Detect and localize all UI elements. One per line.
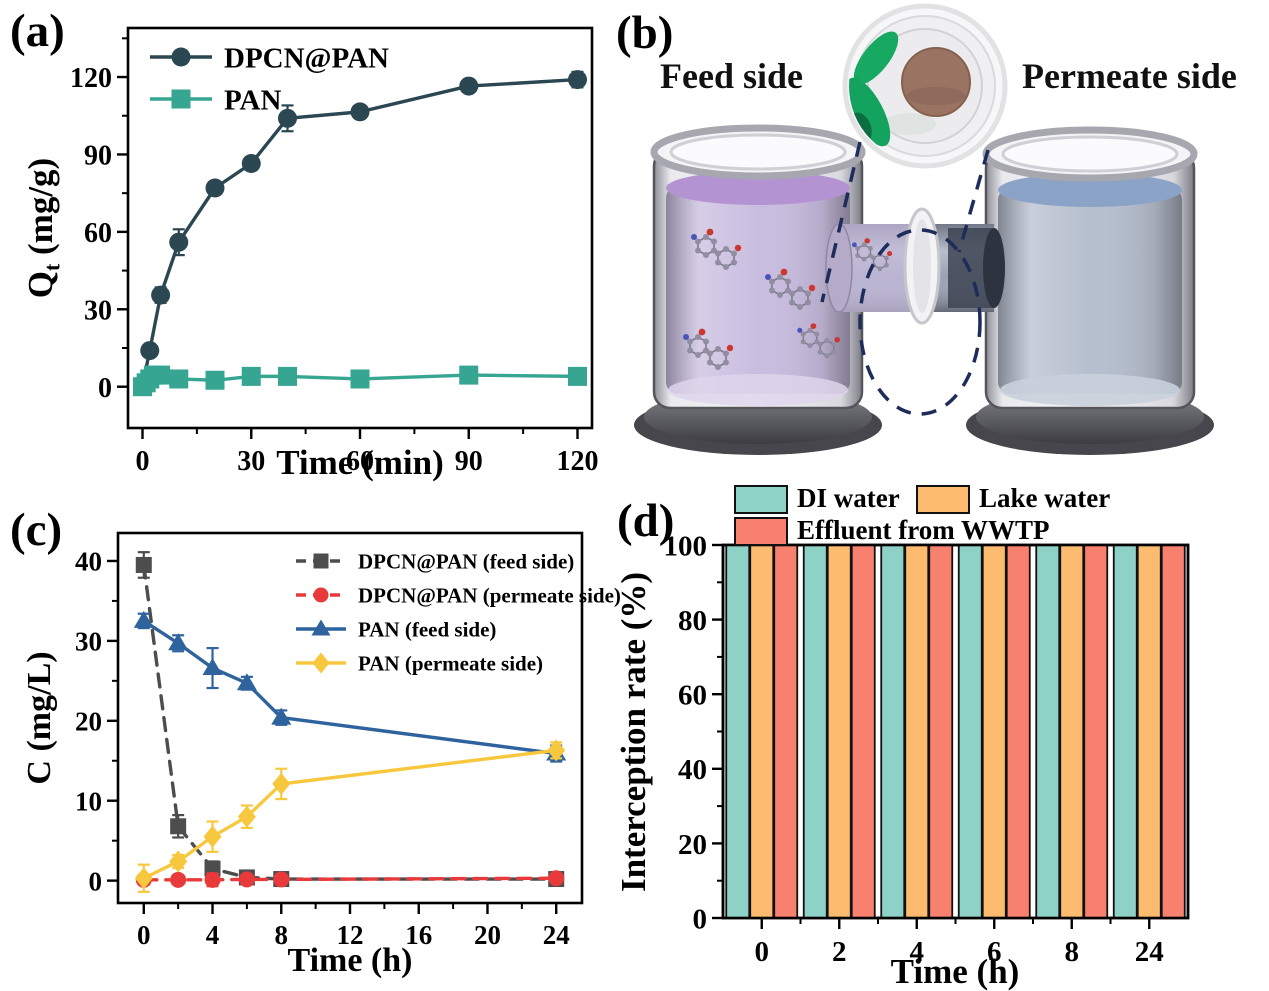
y-tick-label: 60 [84, 218, 112, 249]
y-tick-label: 40 [75, 547, 102, 577]
panel-d: (d) 0 20 40 60 80 100 0 2 4 6 8 24 Time (h) Intercept… [614, 480, 1269, 991]
y-tick-label: 0 [89, 866, 103, 896]
y-tick-label: 120 [70, 63, 112, 94]
legend-label: PAN (permeate side) [358, 652, 543, 676]
x-tick-label: 0 [755, 936, 770, 968]
y-tick-label: 20 [75, 707, 102, 737]
panel-label-d: (d) [617, 495, 675, 547]
legend: DPCN@PAN (feed side) DPCN@PAN (permeate s… [296, 550, 621, 676]
y-tick-label: 60 [678, 680, 707, 712]
x-axis-label: Time (h) [891, 952, 1020, 991]
y-tick-label: 20 [678, 829, 707, 861]
bar-di-water-t6 [957, 544, 983, 919]
bar-lake-water-t6 [981, 544, 1007, 919]
y-axis-label: Interception rate (%) [614, 572, 653, 892]
y-tick-label: 90 [84, 141, 112, 172]
x-tick-label: 6 [987, 936, 1002, 968]
y-tick-label: 40 [678, 754, 707, 786]
bar-effluent-from-wwtp-t0 [773, 544, 799, 919]
x-tick-label: 0 [136, 446, 150, 477]
x-tick-label: 4 [206, 920, 220, 950]
y-tick-label: 80 [678, 605, 707, 637]
bar-effluent-from-wwtp-t4 [928, 544, 954, 919]
x-tick-label: 12 [337, 920, 364, 950]
bar-lake-water-t24 [1136, 544, 1162, 919]
bar-di-water-t4 [880, 544, 906, 919]
x-tick-label: 4 [910, 936, 925, 968]
bar-di-water-t24 [1112, 544, 1138, 919]
permeate-side-label: Permeate side [1022, 56, 1237, 96]
panel-c: (c) 0 10 20 30 40 0 4 8 12 16 20 24 Time (h) C (mg/L)… [0, 495, 632, 991]
x-tick-label: 120 [557, 446, 599, 477]
x-tick-label: 8 [275, 920, 289, 950]
legend-label: DPCN@PAN (feed side) [358, 550, 574, 574]
legend-label: DPCN@PAN [224, 42, 389, 74]
y-tick-label: 10 [75, 786, 102, 816]
feed-beaker [634, 124, 882, 455]
series-dpcn-pan [133, 70, 587, 395]
panel-b: (b) Feed side Permeate side [610, 0, 1269, 480]
x-tick-label: 0 [137, 920, 151, 950]
x-axis-label: Time (h) [288, 942, 413, 979]
panel-label-b: (b) [616, 7, 674, 59]
x-axis-label: Time (min) [276, 443, 444, 482]
legend-label: DPCN@PAN (permeate side) [358, 584, 621, 608]
y-axis-label: C (mg/L) [21, 651, 58, 784]
feed-side-label: Feed side [660, 56, 803, 96]
x-tick-label: 2 [832, 936, 847, 968]
bar-effluent-from-wwtp-t8 [1083, 544, 1109, 919]
legend-label: DI water [797, 483, 900, 513]
bar-lake-water-t4 [904, 544, 930, 919]
legend-label: PAN [224, 84, 282, 116]
bar-di-water-t2 [802, 544, 828, 919]
permeate-beaker [966, 126, 1214, 455]
bars [725, 544, 1186, 919]
y-tick-label: 30 [75, 627, 102, 657]
y-tick-label: 100 [664, 530, 708, 562]
legend-label: Lake water [979, 483, 1110, 513]
x-tick-label: 24 [543, 920, 570, 950]
diffusion-cell-diagram [634, 3, 1214, 455]
x-tick-label: 20 [474, 920, 501, 950]
series-pan [133, 365, 587, 397]
panel-a: (a) 0 30 60 90 120 0 30 60 90 120 Time (min) Qt (mg… [0, 0, 610, 495]
panel-label-c: (c) [10, 504, 63, 556]
bar-lake-water-t0 [749, 544, 775, 919]
chart-a-adsorption-kinetics: 0 30 60 90 120 0 30 60 90 120 Time (min) Qt (mg/g) D… [21, 26, 599, 482]
membrane-callout-dashes [820, 141, 990, 416]
x-tick-label: 90 [455, 446, 483, 477]
x-tick-label: 30 [237, 446, 265, 477]
series-dpcn-pan-permeate-side [135, 870, 565, 888]
y-tick-label: 0 [98, 373, 112, 404]
membrane-disc [901, 47, 971, 117]
axes: 0 30 60 90 120 0 30 60 90 120 [70, 26, 599, 477]
bar-di-water-t8 [1035, 544, 1061, 919]
panel-label-a: (a) [10, 5, 65, 57]
legend-label: PAN (feed side) [358, 618, 496, 642]
axes: 0 10 20 30 40 0 4 8 12 16 20 24 [75, 531, 584, 950]
x-tick-label: 24 [1135, 936, 1164, 968]
bar-lake-water-t2 [826, 544, 852, 919]
x-tick-label: 16 [405, 920, 432, 950]
series-pan-feed-side [133, 610, 567, 763]
bar-effluent-from-wwtp-t24 [1160, 544, 1186, 919]
y-tick-label: 30 [84, 295, 112, 326]
membrane-tube [825, 207, 1005, 325]
y-axis-label: Qt (mg/g) [21, 158, 64, 298]
bar-lake-water-t8 [1059, 544, 1085, 919]
legend-label: Effluent from WWTP [797, 515, 1050, 545]
chart-c-concentration-vs-time: 0 10 20 30 40 0 4 8 12 16 20 24 Time (h) C (mg/L) DPCN… [21, 531, 621, 979]
y-tick-label: 0 [693, 903, 708, 935]
series-pan-permeate-side [134, 739, 566, 893]
bar-effluent-from-wwtp-t6 [1005, 544, 1031, 919]
x-tick-label: 60 [346, 446, 374, 477]
bar-di-water-t0 [725, 544, 751, 919]
membrane-inset-photo [842, 3, 1008, 169]
legend: DPCN@PAN PAN [150, 42, 389, 116]
bar-effluent-from-wwtp-t2 [850, 544, 876, 919]
x-tick-label: 8 [1065, 936, 1080, 968]
